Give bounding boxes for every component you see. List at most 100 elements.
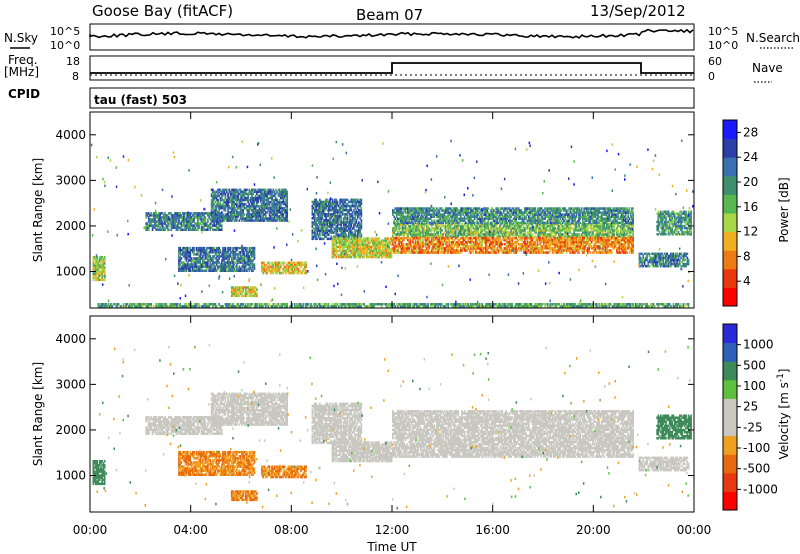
heatmap-cell [147,228,150,231]
heatmap-cell [157,214,160,217]
heatmap-cell [238,205,241,208]
heatmap-cell [202,228,204,231]
heatmap-cell [414,229,417,232]
heatmap-cell [470,227,472,230]
heatmap-cell [287,269,290,273]
heatmap-cell [212,267,214,270]
heatmap-cell [100,266,102,269]
heatmap-cell [477,231,480,234]
heatmap-cell [267,265,270,269]
heatmap-cell [249,198,252,202]
heatmap-cell [222,217,224,220]
heatmap-cell [225,215,228,218]
heatmap-cell [412,235,414,238]
heatmap-cell [152,218,155,221]
heatmap-cell [285,217,287,220]
heatmap-cell [355,237,358,240]
heatmap-cell [276,219,278,222]
heatmap-cell [334,227,336,230]
heatmap-cell [261,207,263,210]
heatmap-cell [189,226,192,229]
heatmap-cell [281,219,283,222]
heatmap-cell [191,267,194,270]
heatmap-cell [189,253,192,256]
heatmap-cell [269,209,272,212]
heatmap-cell [263,196,266,200]
heatmap-cell [203,216,205,219]
heatmap-cell [320,225,322,228]
heatmap-cell [179,263,181,266]
heatmap-cell [353,241,355,244]
heatmap-cell [415,227,418,230]
heatmap-cell [320,237,322,241]
heatmap-cell [262,213,265,216]
heatmap-cell [358,213,360,216]
heatmap-cell [436,225,438,228]
heatmap-cell [179,214,181,217]
heatmap-cell [434,229,437,232]
heatmap-cell [325,206,327,210]
heatmap-cell [346,251,349,255]
heatmap-cell [384,247,387,251]
heatmap-cell [178,220,180,223]
heatmap-cell [97,274,100,277]
heatmap-cell [233,246,236,250]
heatmap-cell [350,225,353,228]
heatmap-cell [197,246,199,250]
heatmap-cell [423,223,426,226]
heatmap-cell [202,251,204,254]
heatmap-cell [399,223,402,226]
heatmap-cell [183,246,185,250]
heatmap-cell [448,231,451,234]
heatmap-cell [477,233,480,236]
heatmap-cell [288,263,291,267]
heatmap-cell [230,259,233,262]
heatmap-cell [227,257,229,260]
heatmap-cell [272,194,275,198]
heatmap-cell [276,209,278,212]
heatmap-cell [268,215,271,218]
heatmap-cell [248,205,251,208]
heatmap-cell [239,194,242,198]
heatmap-cell [152,216,155,219]
heatmap-cell [319,200,321,204]
heatmap-cell [466,227,468,230]
heatmap-cell [426,229,428,232]
heatmap-cell [98,272,101,275]
heatmap-cell [179,222,181,225]
heatmap-cell [256,288,258,291]
heatmap-cell [351,249,354,253]
heatmap-cell [210,263,213,266]
heatmap-cell [203,218,205,221]
heatmap-cell [359,249,361,253]
heatmap-cell [185,246,188,250]
nave-tick-bottom: 0 [708,70,715,83]
heatmap-cell [232,292,234,295]
heatmap-cell [390,255,393,259]
heatmap-cell [234,269,237,272]
heatmap-cell [423,225,426,228]
heatmap-cell [356,215,359,218]
heatmap-cell [222,269,224,272]
heatmap-cell [339,213,341,216]
heatmap-cell [359,202,361,206]
heatmap-cell [241,217,243,220]
heatmap-cell [222,251,224,254]
heatmap-cell [176,222,179,225]
heatmap-cell [248,251,251,254]
heatmap-cell [399,231,402,234]
heatmap-cell [321,237,324,241]
heatmap-cell [166,214,169,217]
heatmap-cell [269,200,272,204]
heatmap-cell [101,260,103,263]
heatmap-cell [197,251,199,254]
heatmap-cell [100,272,102,275]
heatmap-cell [444,235,447,238]
heatmap-cell [437,235,439,238]
heatmap-cell [423,227,426,230]
heatmap-cell [237,253,239,256]
heatmap-cell [266,202,268,206]
heatmap-cell [345,213,348,216]
heatmap-cell [426,223,428,226]
heatmap-cell [408,225,411,228]
